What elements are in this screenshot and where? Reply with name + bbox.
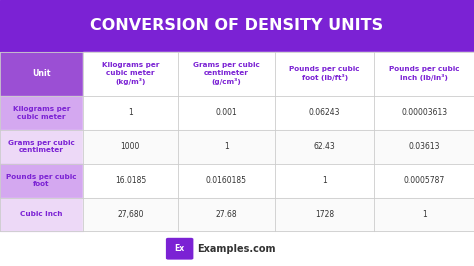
- Bar: [83, 52, 178, 96]
- Text: Cubic Inch: Cubic Inch: [20, 211, 63, 218]
- Bar: [83, 96, 178, 130]
- Text: 1: 1: [322, 176, 327, 185]
- Text: Kilograms per
cubic meter
(kg/m³): Kilograms per cubic meter (kg/m³): [101, 63, 159, 85]
- Text: Unit: Unit: [32, 69, 51, 78]
- Text: Kilograms per
cubic meter: Kilograms per cubic meter: [13, 106, 70, 119]
- Bar: [178, 198, 275, 231]
- Bar: [275, 198, 374, 231]
- Bar: [275, 52, 374, 96]
- Text: 0.0160185: 0.0160185: [206, 176, 247, 185]
- Bar: [0, 130, 83, 164]
- Text: Pounds per cubic
inch (lb/in³): Pounds per cubic inch (lb/in³): [389, 66, 459, 81]
- Text: Pounds per cubic
foot: Pounds per cubic foot: [6, 174, 77, 187]
- Text: 16.0185: 16.0185: [115, 176, 146, 185]
- Text: 0.0005787: 0.0005787: [403, 176, 445, 185]
- Bar: [83, 198, 178, 231]
- Bar: [0, 96, 83, 130]
- Text: 0.06243: 0.06243: [309, 108, 340, 117]
- Text: 1000: 1000: [121, 142, 140, 151]
- Text: 62.43: 62.43: [314, 142, 336, 151]
- Bar: [0, 164, 83, 198]
- Text: Ex: Ex: [174, 244, 185, 253]
- Bar: [178, 130, 275, 164]
- Text: 1: 1: [128, 108, 133, 117]
- Bar: [275, 130, 374, 164]
- Text: 1728: 1728: [315, 210, 334, 219]
- Bar: [83, 130, 178, 164]
- Bar: [275, 164, 374, 198]
- Bar: [374, 198, 474, 231]
- Text: 1: 1: [224, 142, 229, 151]
- FancyBboxPatch shape: [166, 238, 193, 260]
- Bar: [178, 164, 275, 198]
- Bar: [0, 52, 83, 96]
- Bar: [83, 164, 178, 198]
- Text: 0.00003613: 0.00003613: [401, 108, 447, 117]
- Bar: [275, 96, 374, 130]
- Text: Pounds per cubic
foot (lb/ft³): Pounds per cubic foot (lb/ft³): [290, 66, 360, 81]
- Text: 27.68: 27.68: [216, 210, 237, 219]
- Text: Examples.com: Examples.com: [197, 244, 275, 254]
- Bar: [374, 52, 474, 96]
- Text: 0.001: 0.001: [216, 108, 237, 117]
- Bar: [374, 96, 474, 130]
- Text: 27,680: 27,680: [117, 210, 144, 219]
- Text: Grams per cubic
centimeter: Grams per cubic centimeter: [8, 140, 75, 153]
- Bar: [178, 96, 275, 130]
- Bar: [374, 130, 474, 164]
- Text: 0.03613: 0.03613: [409, 142, 440, 151]
- Bar: [374, 164, 474, 198]
- Bar: [0, 0, 474, 52]
- Bar: [0, 198, 83, 231]
- Text: CONVERSION OF DENSITY UNITS: CONVERSION OF DENSITY UNITS: [91, 18, 383, 34]
- Bar: [178, 52, 275, 96]
- Text: 1: 1: [422, 210, 427, 219]
- Text: Grams per cubic
centimeter
(g/cm³): Grams per cubic centimeter (g/cm³): [193, 63, 260, 85]
